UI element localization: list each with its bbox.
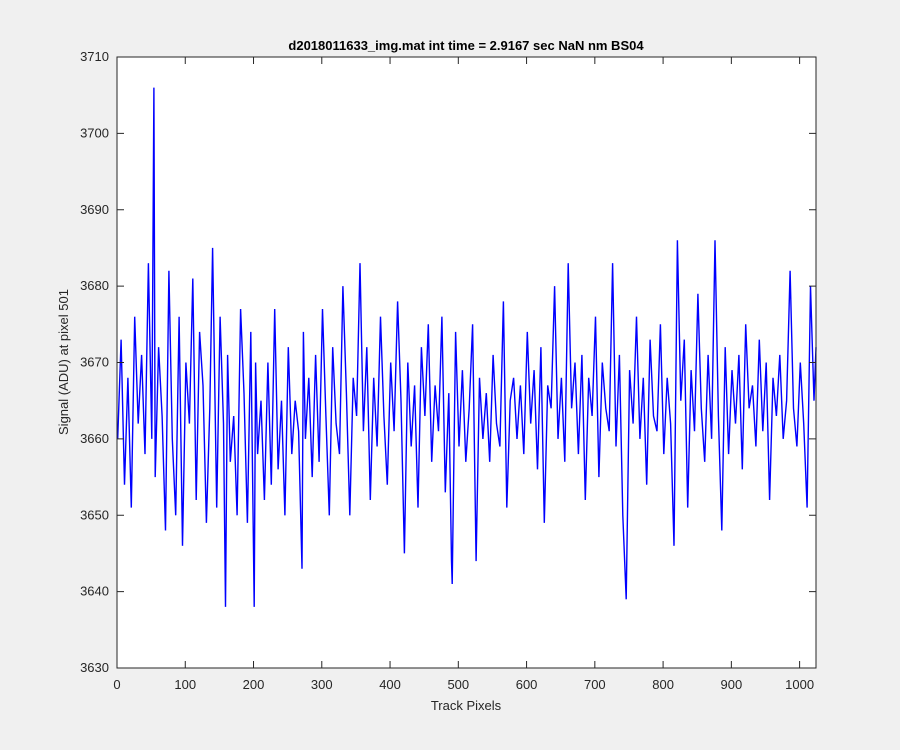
series-layer xyxy=(117,87,817,607)
chart-title: d2018011633_img.mat int time = 2.9167 se… xyxy=(288,38,644,53)
x-tick-label: 500 xyxy=(447,677,469,692)
y-tick-label: 3640 xyxy=(80,584,109,599)
x-tick-label: 700 xyxy=(584,677,606,692)
x-tick-label: 0 xyxy=(113,677,120,692)
tick-layer: 0 100 200 300 400 500 600 700 800 900 1000 3630 3640… xyxy=(80,49,816,692)
y-tick-label: 3710 xyxy=(80,49,109,64)
axes-box xyxy=(116,56,817,669)
x-tick-label: 800 xyxy=(652,677,674,692)
y-axis-label: Signal (ADU) at pixel 501 xyxy=(56,289,71,435)
x-tick-label: 100 xyxy=(174,677,196,692)
x-tick-label: 600 xyxy=(516,677,538,692)
x-tick-label: 300 xyxy=(311,677,333,692)
y-tick-label: 3700 xyxy=(80,125,109,140)
y-tick-label: 3690 xyxy=(80,202,109,217)
y-tick-label: 3660 xyxy=(80,431,109,446)
x-tick-label: 400 xyxy=(379,677,401,692)
series-line xyxy=(117,87,817,607)
y-tick-label: 3680 xyxy=(80,278,109,293)
x-tick-label: 200 xyxy=(243,677,265,692)
y-tick-label: 3630 xyxy=(80,660,109,675)
x-axis-label: Track Pixels xyxy=(431,698,502,713)
x-tick-label: 1000 xyxy=(785,677,814,692)
y-tick-label: 3670 xyxy=(80,355,109,370)
x-tick-label: 900 xyxy=(721,677,743,692)
y-tick-label: 3650 xyxy=(80,507,109,522)
